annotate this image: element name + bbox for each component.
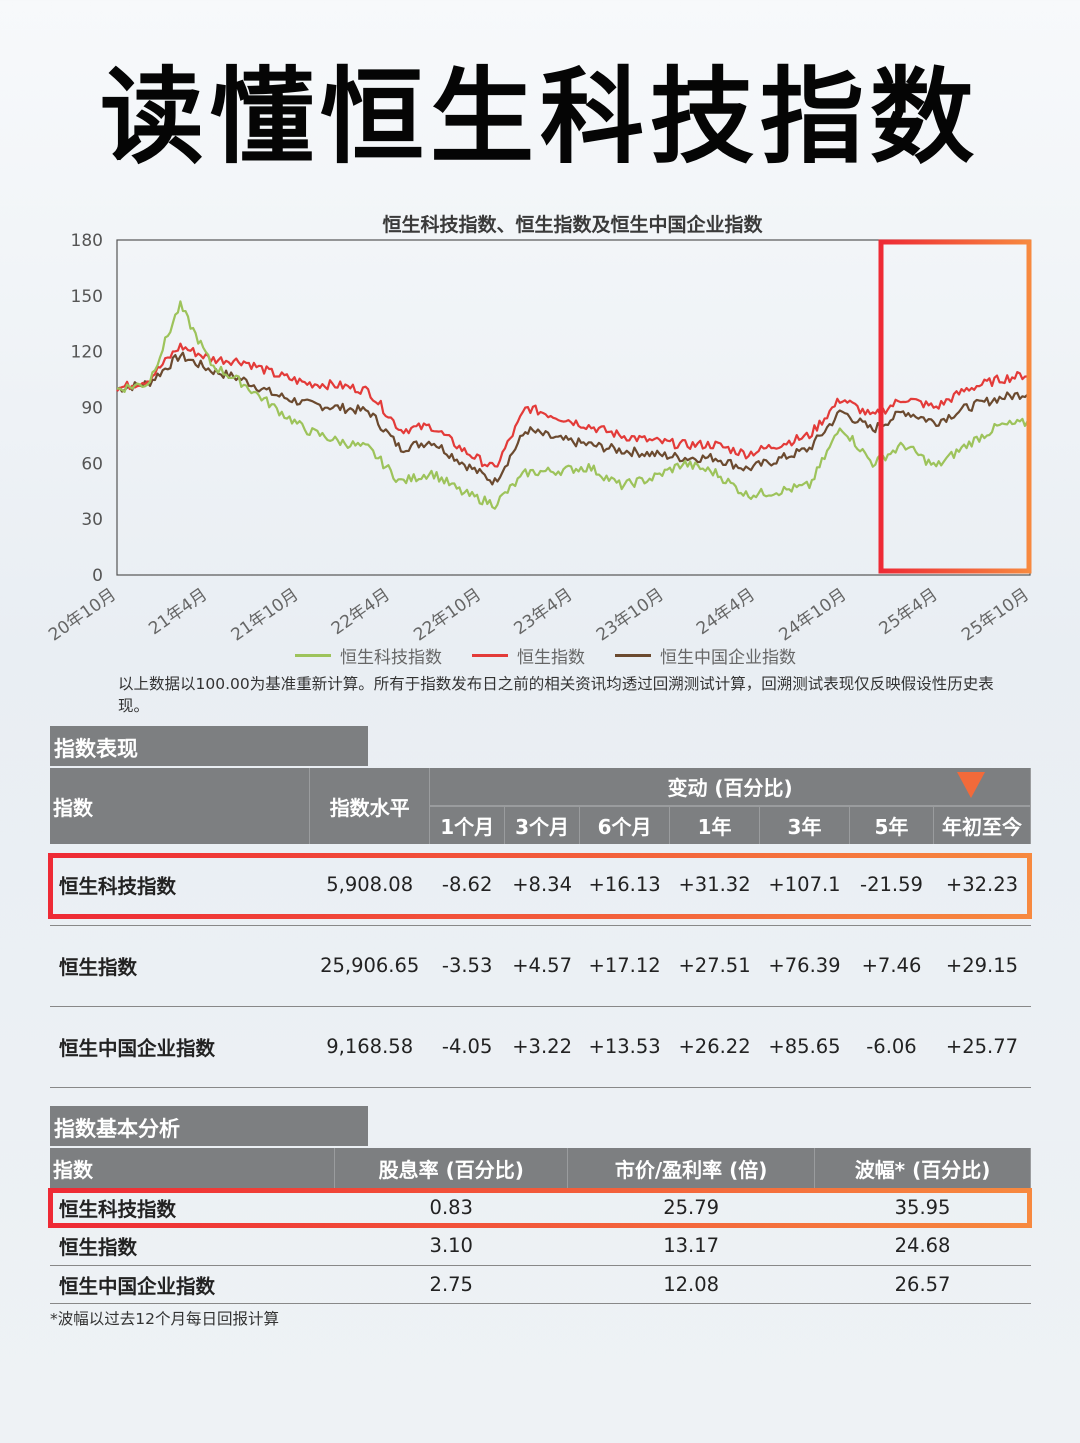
row-dividend: 2.75 <box>334 1265 568 1304</box>
row-level: 9,168.58 <box>309 1006 430 1088</box>
header-period: 6个月 <box>579 806 671 844</box>
header-change-group: 变动 (百分比) <box>429 768 1031 807</box>
header-period: 年初至今 <box>933 806 1032 844</box>
header-dividend: 股息率 (百分比) <box>334 1148 569 1188</box>
row-dividend: 3.10 <box>334 1226 568 1266</box>
header-period: 3个月 <box>504 806 581 844</box>
legend-swatch-hscei <box>615 654 651 657</box>
header-period: 5年 <box>849 806 934 844</box>
x-tick-label: 22年10月 <box>410 585 485 646</box>
row-change: +3.22 <box>504 1006 580 1088</box>
x-tick-label: 24年10月 <box>776 585 851 646</box>
x-tick-label: 22年4月 <box>328 585 394 639</box>
row-change: +27.51 <box>669 925 760 1007</box>
row-pe: 12.08 <box>567 1265 815 1304</box>
highlight-box-performance <box>48 853 1032 919</box>
highlight-box-fundamentals <box>48 1188 1032 1228</box>
header-period: 1年 <box>669 806 761 844</box>
header-volatility: 波幅* (百分比) <box>814 1148 1031 1188</box>
header-period: 3年 <box>759 806 850 844</box>
arrow-down-icon <box>957 570 985 798</box>
y-tick-label: 180 <box>71 231 103 251</box>
row-change: +4.57 <box>504 925 580 1007</box>
legend-label-tech: 恒生科技指数 <box>340 648 442 668</box>
table-row: 恒生中国企业指数 2.75 12.08 26.57 <box>50 1265 1031 1304</box>
header-level: 指数水平 <box>309 768 431 844</box>
y-tick-label: 0 <box>92 566 103 586</box>
table-row: 恒生中国企业指数 9,168.58 -4.05 +3.22 +13.53 +26… <box>50 1006 1031 1088</box>
legend-label-hscei: 恒生中国企业指数 <box>660 648 796 668</box>
y-tick-label: 90 <box>81 399 103 419</box>
legend-swatch-hsi <box>472 654 508 657</box>
row-change: +13.53 <box>579 1006 670 1088</box>
row-level: 25,906.65 <box>309 925 430 1007</box>
y-tick-label: 60 <box>81 454 103 474</box>
row-change: +85.65 <box>759 1006 850 1088</box>
row-change: +7.46 <box>849 925 934 1007</box>
row-name: 恒生指数 <box>50 1226 335 1266</box>
row-name: 恒生中国企业指数 <box>50 1006 310 1088</box>
row-name: 恒生中国企业指数 <box>50 1265 335 1304</box>
x-tick-label: 21年4月 <box>145 585 211 639</box>
performance-table: 指数 指数水平 变动 (百分比) 1个月 3个月 6个月 1年 3年 5年 年初… <box>50 768 1032 1088</box>
x-tick-label: 21年10月 <box>228 585 303 646</box>
header-index: 指数 <box>50 1148 336 1188</box>
legend-item-hscei: 恒生中国企业指数 <box>615 643 796 668</box>
legend-item-hsi: 恒生指数 <box>472 643 585 668</box>
page-title: 读懂恒生科技指数 <box>99 56 980 178</box>
series-line <box>116 342 1031 468</box>
chart-legend: 恒生科技指数 恒生指数 恒生中国企业指数 <box>295 643 796 668</box>
highlight-box-chart <box>878 239 1032 574</box>
row-change: +26.22 <box>669 1006 760 1088</box>
table-row: 恒生指数 25,906.65 -3.53 +4.57 +17.12 +27.51… <box>50 925 1031 1007</box>
chart-footnote: 以上数据以100.00为基准重新计算。所有于指数发布日之前的相关资讯均透过回溯测… <box>118 675 994 715</box>
line-chart: 0 30 60 90 120 150 180 20年10月 21年4月 21年10月 22年4月 22… <box>45 231 1033 646</box>
y-tick-label: 30 <box>81 510 103 530</box>
header-pe: 市价/盈利率 (倍) <box>567 1148 816 1188</box>
section-tag-fundamentals: 指数基本分析 <box>50 1106 368 1146</box>
volatility-footnote: *波幅以过去12个月每日回报计算 <box>50 1310 279 1328</box>
row-change: +76.39 <box>759 925 850 1007</box>
row-change: +25.77 <box>933 1006 1031 1088</box>
legend-label-hsi: 恒生指数 <box>517 648 585 668</box>
header-index: 指数 <box>50 768 311 844</box>
series-line <box>116 351 1031 486</box>
row-name: 恒生指数 <box>50 925 310 1007</box>
chart-title: 恒生科技指数、恒生指数及恒生中国企业指数 <box>382 214 763 236</box>
x-tick-label: 25年4月 <box>876 585 942 639</box>
row-volatility: 26.57 <box>814 1265 1031 1304</box>
row-volatility: 24.68 <box>814 1226 1031 1266</box>
legend-item-tech: 恒生科技指数 <box>295 643 442 668</box>
row-change: -4.05 <box>429 1006 505 1088</box>
legend-swatch-tech <box>295 654 331 657</box>
row-change: -6.06 <box>849 1006 934 1088</box>
y-tick-label: 120 <box>71 343 103 363</box>
row-change: +17.12 <box>579 925 670 1007</box>
fundamentals-table: 指数 股息率 (百分比) 市价/盈利率 (倍) 波幅* (百分比) 恒生科技指数… <box>50 1148 1031 1304</box>
plot-frame <box>116 239 1031 576</box>
header-period: 1个月 <box>429 806 506 844</box>
row-change: -3.53 <box>429 925 505 1007</box>
table-row: 恒生指数 3.10 13.17 24.68 <box>50 1226 1031 1266</box>
row-pe: 13.17 <box>567 1226 815 1266</box>
row-change: +29.15 <box>933 925 1031 1007</box>
series-line <box>116 300 1031 510</box>
section-tag-performance: 指数表现 <box>50 726 368 766</box>
x-tick-label: 20年10月 <box>45 585 120 646</box>
x-tick-label: 23年4月 <box>510 585 576 639</box>
x-tick-label: 24年4月 <box>693 585 759 639</box>
y-tick-label: 150 <box>71 287 103 307</box>
x-tick-label: 23年10月 <box>593 585 668 646</box>
